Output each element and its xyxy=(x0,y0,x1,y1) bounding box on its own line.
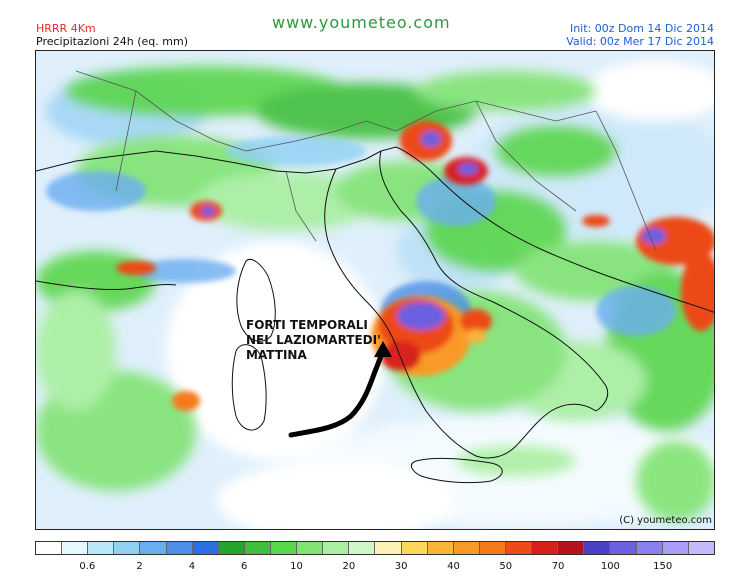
legend-swatch xyxy=(401,542,428,554)
legend-swatch xyxy=(270,542,298,554)
model-label: HRRR 4Km xyxy=(36,22,96,35)
legend-swatch xyxy=(532,542,559,554)
legend-swatch xyxy=(584,542,611,554)
legend-tick-label: 70 xyxy=(551,561,565,572)
legend-swatch xyxy=(375,542,402,554)
legend-tick-label: 100 xyxy=(600,561,620,572)
site-url[interactable]: www.youmeteo.com xyxy=(272,13,451,32)
precip-field-blue xyxy=(46,136,676,341)
borders xyxy=(75,70,657,252)
legend-swatch xyxy=(218,542,245,554)
legend-ticks: 0.6 2 4 6 10 20 30 40 50 70 100 150 xyxy=(35,561,715,575)
valid-time: Valid: 00z Mer 17 Dic 2014 xyxy=(566,35,714,48)
legend-tick-label: 50 xyxy=(499,561,513,572)
legend-swatch xyxy=(192,542,219,554)
product-label: Precipitazioni 24h (eq. mm) xyxy=(36,35,188,48)
legend-swatch xyxy=(662,542,689,554)
legend-swatch xyxy=(688,542,714,554)
legend-swatch xyxy=(453,542,480,554)
legend-tick-label: 4 xyxy=(188,561,196,572)
storm-annotation: FORTI TEMPORALI NEL LAZIOMARTEDI' MATTIN… xyxy=(246,318,381,363)
map-canvas xyxy=(36,51,714,529)
annotation-line: FORTI TEMPORALI xyxy=(246,318,368,332)
legend-swatch xyxy=(427,542,454,554)
coastlines xyxy=(36,146,714,484)
annotation-arrow xyxy=(288,341,392,438)
legend-swatch xyxy=(479,542,506,554)
legend-swatch xyxy=(349,542,376,554)
legend-swatch xyxy=(88,542,115,554)
legend-swatch xyxy=(323,542,350,554)
precipitation-map xyxy=(35,50,715,530)
legend-tick-label: 2 xyxy=(136,561,143,572)
legend-swatch xyxy=(297,542,324,554)
init-time: Init: 00z Dom 14 Dic 2014 xyxy=(569,22,714,35)
legend-tick-label: 20 xyxy=(342,561,356,572)
legend-swatch xyxy=(166,542,193,554)
legend-swatch xyxy=(636,542,663,554)
legend-swatch xyxy=(36,542,63,554)
legend-tick-label: 0.6 xyxy=(79,561,96,572)
legend-swatch xyxy=(505,542,533,554)
legend-tick-label: 10 xyxy=(290,561,303,572)
precip-field-green xyxy=(36,66,714,521)
legend-tick-label: 150 xyxy=(653,561,673,572)
legend-swatch xyxy=(558,542,585,554)
legend-swatch xyxy=(114,542,141,554)
annotation-line: MATTINA xyxy=(246,348,307,362)
legend-tick-label: 6 xyxy=(241,561,248,572)
legend-swatch xyxy=(62,542,89,554)
copyright-label: (C) youmeteo.com xyxy=(619,515,712,526)
color-legend xyxy=(35,541,715,555)
legend-swatch xyxy=(244,542,271,554)
annotation-line: NEL LAZIOMARTEDI' xyxy=(246,333,381,347)
legend-swatch xyxy=(140,542,167,554)
legend-swatch xyxy=(610,542,637,554)
precip-cores xyxy=(116,121,714,411)
legend-tick-label: 40 xyxy=(447,561,460,572)
legend-tick-label: 30 xyxy=(394,561,408,572)
